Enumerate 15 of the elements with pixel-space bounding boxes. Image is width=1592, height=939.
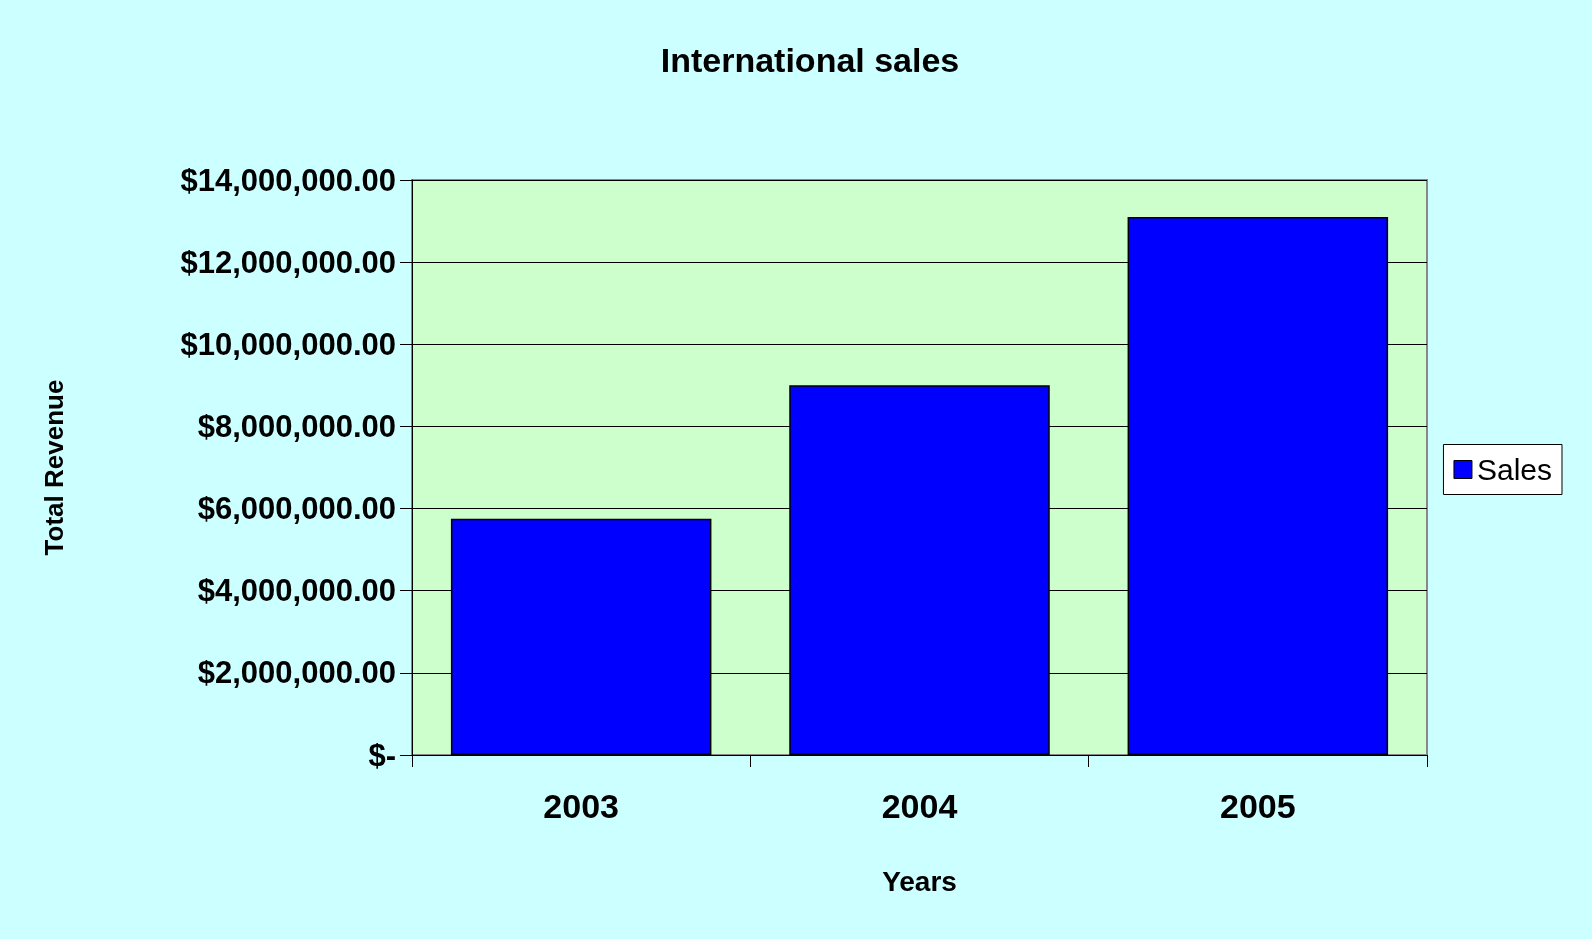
x-tick-label: 2003: [543, 787, 619, 825]
y-tick-label: $14,000,000.00: [180, 162, 396, 198]
x-tick-label: 2004: [881, 787, 958, 825]
y-tick-label: $10,000,000.00: [180, 326, 396, 362]
y-axis-title: Total Revenue: [39, 379, 69, 556]
y-tick-label: $2,000,000.00: [197, 655, 396, 691]
y-tick-label: $-: [368, 737, 396, 773]
y-tick-label: $4,000,000.00: [197, 573, 396, 609]
x-tick-label: 2005: [1220, 787, 1296, 825]
y-tick-label: $8,000,000.00: [197, 408, 396, 444]
chart-title: International sales: [660, 41, 960, 79]
y-tick-label: $12,000,000.00: [180, 244, 396, 280]
y-tick-label: $6,000,000.00: [197, 491, 396, 527]
x-axis-title: Years: [882, 865, 957, 897]
legend-label: Sales: [1476, 453, 1552, 486]
